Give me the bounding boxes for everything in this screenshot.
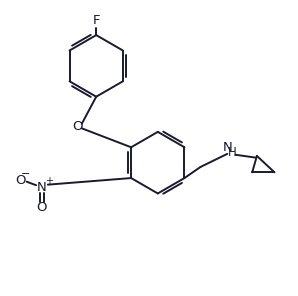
Text: H: H (228, 146, 237, 159)
Text: O: O (72, 120, 83, 133)
Text: N: N (222, 141, 232, 154)
Text: O: O (15, 174, 26, 187)
Text: +: + (45, 176, 53, 186)
Text: O: O (37, 201, 47, 214)
Text: −: − (21, 169, 30, 179)
Text: N: N (37, 181, 47, 194)
Text: F: F (92, 14, 100, 27)
